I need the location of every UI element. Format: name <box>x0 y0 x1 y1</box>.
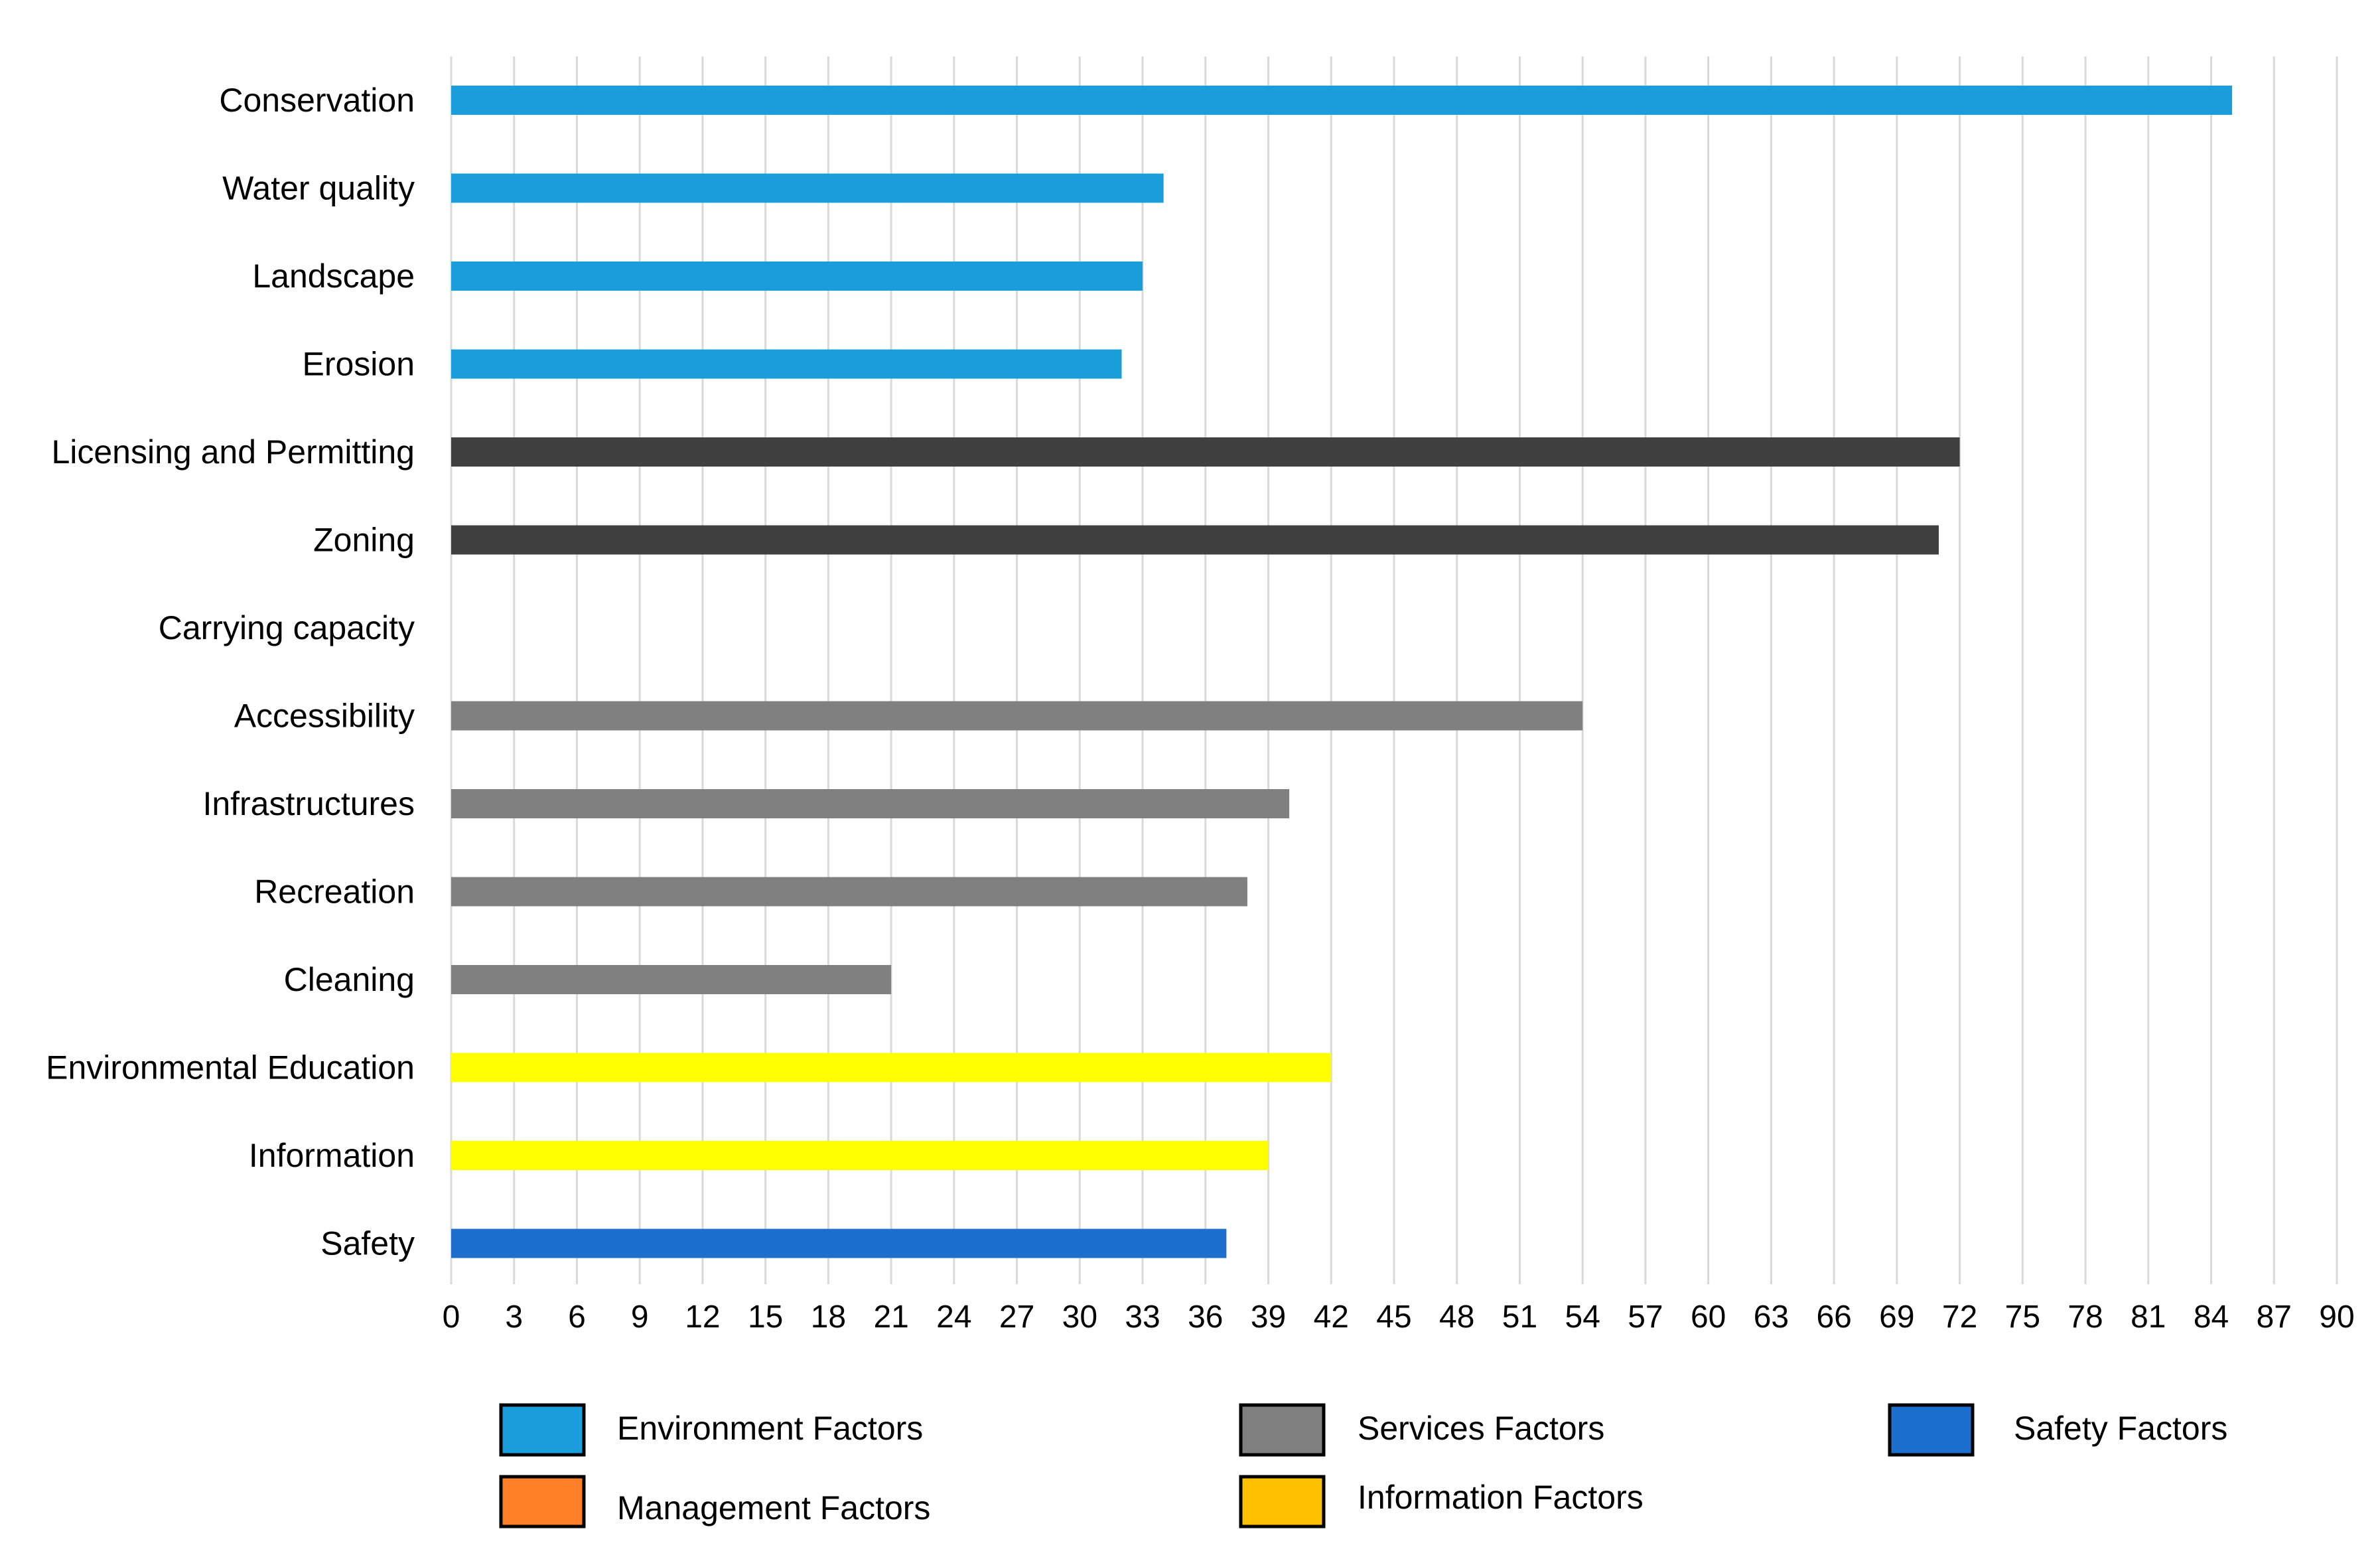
x-tick-label: 9 <box>631 1300 649 1335</box>
x-tick-label: 51 <box>1502 1300 1537 1335</box>
legend-label: Management Factors <box>617 1489 930 1526</box>
legend-swatch <box>499 1403 586 1457</box>
bar <box>451 261 1143 291</box>
x-tick-label: 84 <box>2194 1300 2229 1335</box>
bar <box>451 789 1290 818</box>
bar <box>451 965 892 994</box>
category-label: Accessibility <box>234 698 415 735</box>
category-label: Erosion <box>302 346 415 383</box>
bar <box>451 1053 1332 1082</box>
x-tick-label: 33 <box>1125 1300 1160 1335</box>
legend: Environment Factors Services Factors Safet… <box>499 1403 2227 1528</box>
bar <box>451 437 1960 467</box>
bar <box>451 349 1122 379</box>
x-tick-label: 12 <box>685 1300 720 1335</box>
legend-label: Services Factors <box>1358 1410 1604 1447</box>
category-label: Environmental Education <box>46 1049 415 1086</box>
category-label: Infrastructures <box>202 785 415 822</box>
x-tick-label: 39 <box>1251 1300 1286 1335</box>
x-tick-label: 75 <box>2005 1300 2040 1335</box>
x-tick-label: 27 <box>999 1300 1034 1335</box>
category-labels: Conservation Water quality Landscape Erosio… <box>46 82 415 1262</box>
x-tick-label: 63 <box>1754 1300 1789 1335</box>
x-axis-ticks: 0 3 6 9 12 15 18 21 24 27 30 33 36 39 42 45 48 51 54 57 60 63… <box>443 1300 2355 1335</box>
x-tick-label: 60 <box>1691 1300 1726 1335</box>
bar <box>451 173 1164 203</box>
x-tick-label: 18 <box>811 1300 846 1335</box>
x-tick-label: 42 <box>1314 1300 1349 1335</box>
legend-swatch <box>1239 1475 1326 1528</box>
category-label: Cleaning <box>284 961 415 998</box>
category-label: Safety <box>320 1225 415 1262</box>
x-tick-label: 15 <box>748 1300 783 1335</box>
x-tick-label: 48 <box>1439 1300 1474 1335</box>
x-tick-label: 69 <box>1879 1300 1914 1335</box>
x-tick-label: 21 <box>873 1300 908 1335</box>
category-label: Carrying capacity <box>159 609 415 646</box>
x-tick-label: 54 <box>1565 1300 1600 1335</box>
legend-swatch <box>1239 1403 1326 1457</box>
bar <box>451 1228 1227 1258</box>
bar <box>451 86 2233 115</box>
x-tick-label: 87 <box>2257 1300 2292 1335</box>
legend-label: Information Factors <box>1358 1479 1644 1516</box>
x-tick-label: 72 <box>1942 1300 1977 1335</box>
x-tick-label: 6 <box>568 1300 586 1335</box>
x-tick-label: 30 <box>1062 1300 1097 1335</box>
x-tick-label: 3 <box>505 1300 523 1335</box>
gridlines <box>450 56 2338 1284</box>
category-label: Recreation <box>254 873 415 911</box>
x-tick-label: 24 <box>936 1300 971 1335</box>
x-tick-label: 45 <box>1376 1300 1411 1335</box>
bar <box>451 525 1939 555</box>
bars <box>451 86 2233 1258</box>
x-tick-label: 57 <box>1628 1300 1663 1335</box>
legend-swatch <box>1888 1403 1975 1457</box>
x-tick-label: 90 <box>2319 1300 2354 1335</box>
category-label: Conservation <box>219 82 415 119</box>
category-label: Information <box>249 1137 415 1174</box>
x-tick-label: 36 <box>1188 1300 1223 1335</box>
x-tick-label: 0 <box>443 1300 460 1335</box>
legend-label: Safety Factors <box>2014 1410 2227 1447</box>
legend-label: Environment Factors <box>617 1410 923 1447</box>
category-label: Water quality <box>222 170 415 207</box>
x-tick-label: 81 <box>2131 1300 2166 1335</box>
bar <box>451 1141 1269 1170</box>
category-label: Zoning <box>313 522 415 559</box>
category-label: Licensing and Permitting <box>51 433 415 471</box>
legend-swatch <box>499 1475 586 1528</box>
x-tick-label: 78 <box>2067 1300 2103 1335</box>
x-tick-label: 66 <box>1816 1300 1851 1335</box>
bar <box>451 701 1583 731</box>
bar <box>451 877 1247 907</box>
category-label: Landscape <box>252 258 415 295</box>
